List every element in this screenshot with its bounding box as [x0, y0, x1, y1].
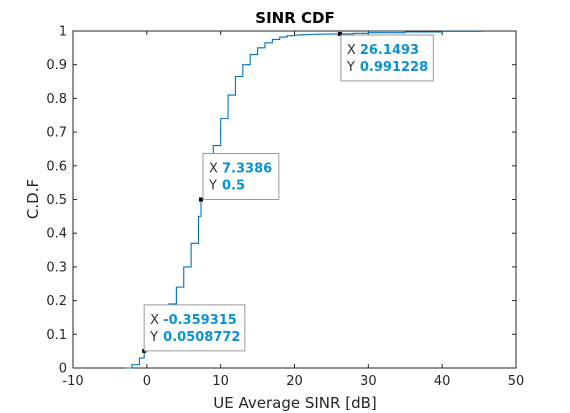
plot-area: -10 0 10 20 30 40 5000.10.20.30.40.50.60.70.80…	[46, 25, 524, 390]
datatip-key: X	[347, 43, 356, 58]
x-tick-label: 20	[286, 374, 303, 389]
chart-title: SINR CDF	[255, 9, 334, 27]
datatip-box	[202, 153, 280, 200]
y-tick-label: 0.9	[46, 58, 67, 73]
x-tick-label: 50	[508, 374, 525, 389]
y-tick-label: 0.1	[46, 328, 67, 343]
datatip-box	[143, 304, 246, 352]
y-tick-label: 0.5	[46, 193, 67, 208]
datatip-value: 7.3386	[222, 162, 272, 177]
datatip-key: X	[209, 162, 218, 177]
datatip-value: 0.5	[222, 179, 245, 194]
y-tick-label: 0.7	[46, 126, 67, 141]
y-axis-label: C.D.F	[24, 179, 42, 219]
x-tick-label: 0	[143, 374, 151, 389]
x-tick-label: -10	[62, 374, 83, 389]
datatip-marker	[337, 31, 342, 36]
datatip-marker	[199, 197, 204, 202]
y-tick-label: 0	[59, 362, 67, 377]
datatip-value: 26.1493	[360, 43, 419, 58]
x-tick-label: 10	[212, 374, 229, 389]
y-tick-label: 1	[59, 25, 67, 40]
x-tick-label: 30	[360, 374, 377, 389]
axes-box	[72, 30, 517, 369]
datatip-box	[340, 34, 434, 82]
datatip-value: 0.0508772	[163, 330, 240, 345]
y-tick-label: 0.8	[46, 92, 67, 107]
datatip-key: X	[150, 313, 159, 328]
datatip-key: Y	[149, 330, 158, 345]
y-tick-label: 0.6	[46, 159, 67, 174]
x-axis-label: UE Average SINR [dB]	[213, 394, 376, 412]
datatip-value: -0.359315	[163, 313, 237, 328]
y-tick-label: 0.3	[46, 260, 67, 275]
datatip-key: Y	[208, 179, 217, 194]
x-tick-label: 40	[434, 374, 451, 389]
y-tick-label: 0.4	[46, 227, 67, 242]
datatip-value: 0.991228	[360, 60, 428, 75]
datatip-key: Y	[346, 60, 355, 75]
y-tick-label: 0.2	[46, 294, 67, 309]
